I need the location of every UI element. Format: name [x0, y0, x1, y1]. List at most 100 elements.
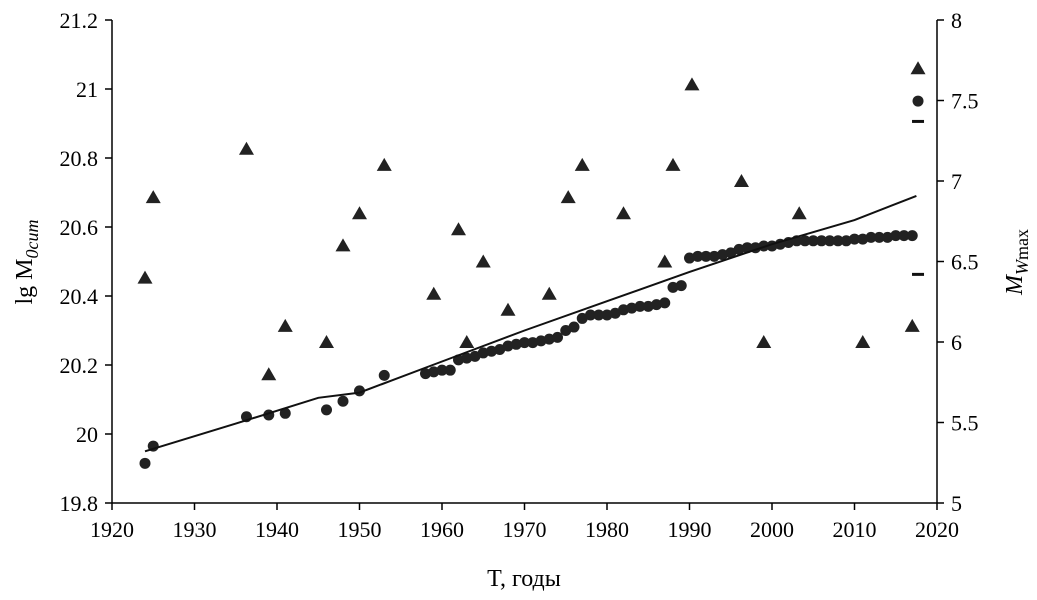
circle-point — [560, 325, 572, 336]
circle-point — [807, 235, 819, 247]
circle-point — [502, 340, 514, 352]
circle-point — [692, 250, 704, 262]
triangle-point — [238, 141, 254, 155]
right-tick-label: 7.5 — [951, 89, 979, 114]
triangle-point — [657, 254, 673, 268]
x-tick-label: 2010 — [833, 517, 877, 542]
circle-point — [609, 307, 621, 319]
circle-point — [651, 299, 662, 311]
circle-point — [733, 243, 745, 255]
circle-point — [428, 366, 440, 378]
circle-point — [585, 309, 596, 321]
left-tick-label: 21.2 — [60, 8, 99, 33]
circle-point — [717, 249, 728, 261]
right-axis-ticks: 5 5.5 6 6.5 7 7.5 8 — [937, 8, 979, 516]
right-axis-title-main: M — [1002, 273, 1028, 296]
circle-point — [593, 309, 605, 321]
circle-point — [568, 321, 580, 333]
triangle-point — [733, 174, 749, 187]
circle-point — [898, 230, 910, 242]
x-axis-ticks: 1920 1930 1940 1950 1960 1970 1980 1990 2000 2010… — [90, 503, 959, 542]
trend-line — [144, 194, 917, 453]
right-tick-label: 8 — [951, 8, 962, 33]
triangle-point — [684, 77, 700, 91]
circle-point — [626, 302, 638, 314]
circle-point — [527, 337, 539, 349]
circle-point — [816, 235, 827, 247]
x-tick-label: 1970 — [503, 517, 547, 542]
circle-point — [700, 250, 712, 262]
circle-point — [618, 304, 629, 316]
right-axis-title-sub: max — [1012, 229, 1032, 260]
circle-point — [420, 368, 431, 380]
circle-point — [840, 235, 852, 247]
triangle-point — [855, 335, 871, 348]
x-tick-label: 1940 — [255, 517, 299, 542]
right-tick-label: 6.5 — [951, 250, 979, 275]
x-tick-label: 1960 — [420, 517, 464, 542]
circle-point — [576, 312, 588, 324]
circle-point — [659, 297, 671, 309]
triangle-point — [137, 270, 153, 284]
x-axis-title: T, годы — [487, 566, 561, 592]
triangle-point — [145, 190, 161, 204]
circle-point — [477, 347, 489, 359]
circle-point — [552, 331, 563, 343]
circle-point — [634, 300, 646, 312]
triangle-point — [560, 190, 576, 204]
circle-point — [279, 407, 291, 419]
right-tick-label: 7 — [951, 169, 962, 194]
circle-point — [849, 233, 860, 245]
circle-point — [865, 231, 877, 243]
x-tick-label: 1980 — [585, 517, 629, 542]
circle-point — [494, 343, 506, 355]
left-tick-label: 20.6 — [60, 215, 99, 240]
x-tick-label: 1990 — [668, 517, 712, 542]
circle-point — [824, 235, 836, 247]
triangle-point — [904, 318, 920, 332]
circle-point — [486, 345, 497, 357]
triangle-point — [756, 335, 772, 348]
circle-point — [708, 250, 720, 262]
circle-point — [321, 404, 332, 416]
circle-point — [519, 337, 530, 349]
series-layer — [137, 61, 926, 469]
circle-point — [543, 333, 555, 345]
circle-point — [906, 230, 918, 242]
triangle-point — [574, 157, 590, 171]
right-axis-title: MWmax — [1002, 229, 1032, 296]
circle-point — [912, 95, 924, 107]
circle-point — [857, 233, 869, 245]
plot-frame — [111, 20, 938, 504]
left-tick-label: 20.2 — [60, 353, 99, 378]
circle-point — [675, 280, 687, 292]
circle-point — [725, 247, 737, 259]
triangle-point — [616, 206, 631, 220]
triangle-point — [426, 286, 442, 300]
circle-point — [667, 281, 679, 293]
triangle-point — [376, 157, 392, 171]
circle-point — [444, 364, 456, 376]
triangle-point — [335, 238, 351, 252]
circle-point — [642, 300, 654, 312]
right-axis-title-sub-italic: W — [1012, 258, 1032, 275]
circle-point — [799, 235, 811, 247]
x-tick-label: 1950 — [338, 517, 382, 542]
circle-point — [337, 395, 349, 407]
left-tick-label: 20.4 — [60, 284, 99, 309]
circle-point — [378, 369, 390, 381]
x-tick-label: 1930 — [173, 517, 217, 542]
left-tick-label: 20 — [76, 422, 98, 447]
circle-point — [684, 252, 695, 264]
triangle-point — [451, 222, 466, 236]
left-axis-title-sub: 0cum — [22, 219, 42, 258]
circle-point — [741, 242, 753, 254]
circle-point — [510, 338, 522, 350]
circle-point — [832, 235, 844, 247]
right-tick-label: 5.5 — [951, 411, 979, 436]
triangle-point — [541, 286, 557, 300]
left-tick-label: 20.8 — [60, 146, 99, 171]
left-tick-label: 21 — [76, 77, 98, 102]
triangle-point — [475, 254, 491, 268]
